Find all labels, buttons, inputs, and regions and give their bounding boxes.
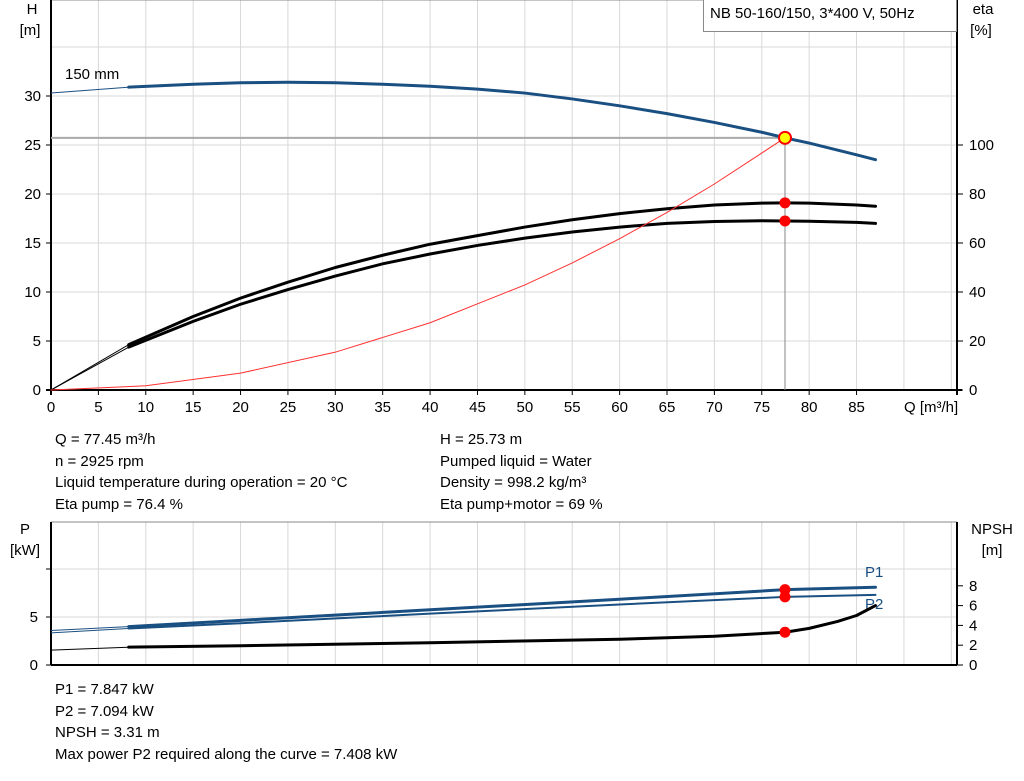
- flow-value: Q = 77.45 m³/h: [55, 431, 156, 448]
- y2-tick-label: 20: [969, 333, 986, 350]
- x-tick-label: 35: [374, 399, 391, 416]
- y2-axis-label-name: eta: [973, 1, 995, 18]
- y-axis-label-name: H: [27, 1, 38, 18]
- p1-value: P1 = 7.847 kW: [55, 681, 154, 698]
- y2-tick-label: 40: [969, 284, 986, 301]
- p-axis-label-name: P: [20, 521, 30, 538]
- system-curve: [50, 137, 786, 391]
- npsh-curve-extension: [50, 646, 129, 651]
- x-tick-label: 50: [517, 399, 534, 416]
- y2-axis-label-unit: [%]: [970, 22, 992, 39]
- info-bottom: P1 = 7.847 kW P2 = 7.094 kW NPSH = 3.31 …: [55, 679, 397, 765]
- p2-curve-extension: [50, 628, 129, 634]
- npsh-tick-label: 8: [969, 578, 977, 595]
- npsh-axis-label-unit: [m]: [982, 542, 1003, 559]
- speed-value: n = 2925 rpm: [55, 452, 144, 470]
- x-tick-label: 25: [280, 399, 297, 416]
- npsh-tick-label: 6: [969, 598, 977, 615]
- p1-curve-extension: [50, 626, 129, 631]
- npsh-curve: [127, 604, 877, 649]
- p2-value: P2 = 7.094 kW: [55, 702, 154, 720]
- head-value: H = 25.73 m: [440, 431, 523, 448]
- liquid-temp-value: Liquid temperature during operation = 20…: [55, 474, 348, 491]
- pumped-liquid-value: Pumped liquid = Water: [440, 452, 592, 470]
- eta-pump-duty-marker: [779, 197, 791, 209]
- density-value: Density = 998.2 kg/m³: [440, 474, 587, 491]
- npsh-duty-marker: [779, 626, 791, 638]
- y-tick-label: 5: [33, 333, 41, 350]
- duty-point-marker: [777, 130, 792, 145]
- x-tick-label: 65: [659, 399, 676, 416]
- eta-pump-motor-duty-marker: [779, 215, 791, 227]
- p1-curve: [127, 585, 877, 629]
- x-axis-label: Q [m³/h]: [904, 399, 958, 416]
- p2-duty-marker: [779, 591, 791, 603]
- info-top-right: H = 25.73 m Pumped liquid = Water Densit…: [440, 429, 603, 515]
- y-tick-label: 10: [24, 284, 41, 301]
- x-tick-label: 85: [848, 399, 865, 416]
- p-tick-label: 0: [30, 657, 38, 674]
- x-tick-label: 10: [137, 399, 154, 416]
- npsh-value: NPSH = 3.31 m: [55, 724, 160, 741]
- x-tick-label: 45: [469, 399, 486, 416]
- npsh-tick-label: 2: [969, 637, 977, 654]
- x-tick-label: 75: [753, 399, 770, 416]
- p-tick-label: 5: [30, 609, 38, 626]
- y-axis-label-unit: [m]: [20, 22, 41, 39]
- eta-pump-value: Eta pump = 76.4 %: [55, 495, 183, 513]
- y-tick-label: 25: [24, 137, 41, 154]
- x-tick-label: 80: [801, 399, 818, 416]
- y-tick-label: 0: [33, 382, 41, 399]
- y-tick-label: 30: [24, 88, 41, 105]
- info-top-left: Q = 77.45 m³/h n = 2925 rpm Liquid tempe…: [55, 429, 347, 515]
- npsh-tick-label: 0: [969, 657, 977, 674]
- max-power-value: Max power P2 required along the curve = …: [55, 745, 398, 763]
- x-tick-label: 70: [706, 399, 723, 416]
- eta-pump-motor-value: Eta pump+motor = 69 %: [440, 495, 603, 513]
- y2-tick-label: 80: [969, 186, 986, 203]
- y2-tick-label: 100: [969, 137, 994, 154]
- x-tick-label: 40: [422, 399, 439, 416]
- y-tick-label: 20: [24, 186, 41, 203]
- y-tick-label: 15: [24, 235, 41, 252]
- pump-model-label: NB 50-160/150, 3*400 V, 50Hz: [703, 0, 957, 32]
- x-tick-label: 0: [47, 399, 55, 416]
- p1-label: P1: [865, 564, 883, 581]
- p-axis-label-unit: [kW]: [10, 542, 40, 559]
- p2-curve: [127, 593, 877, 630]
- y2-tick-label: 60: [969, 235, 986, 252]
- x-tick-label: 5: [94, 399, 102, 416]
- curve-label: 150 mm: [65, 66, 119, 83]
- x-tick-label: 60: [611, 399, 628, 416]
- npsh-tick-label: 4: [969, 617, 977, 634]
- x-tick-label: 20: [232, 399, 249, 416]
- x-tick-label: 55: [564, 399, 581, 416]
- x-tick-label: 15: [185, 399, 202, 416]
- y2-tick-label: 0: [969, 382, 977, 399]
- x-tick-label: 30: [327, 399, 344, 416]
- head-curve-extension: [50, 86, 129, 94]
- eta-pump-motor-curve-extension: [50, 346, 129, 391]
- npsh-axis-label-name: NPSH: [971, 521, 1013, 538]
